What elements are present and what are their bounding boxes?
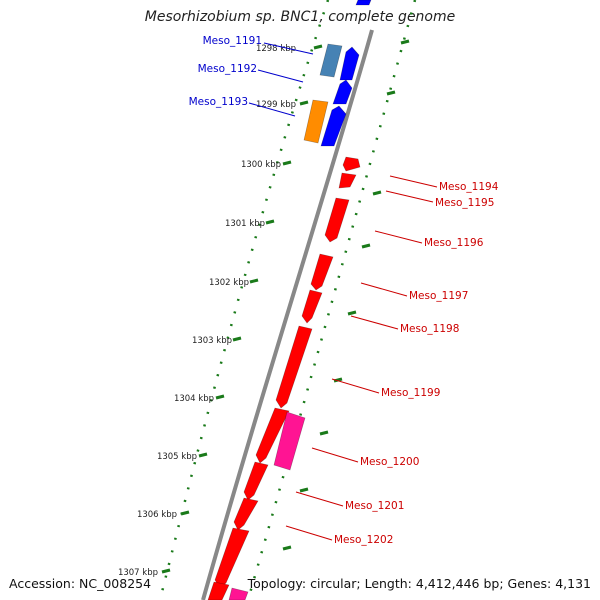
kbp-tick-label: 1301 kbp xyxy=(225,219,265,229)
outer-tick-mark xyxy=(299,487,309,493)
gene-label-leader xyxy=(331,378,380,394)
genome-backbone xyxy=(201,29,374,600)
kbp-tick-mark xyxy=(282,160,292,166)
gene-feature-magenta xyxy=(228,587,249,600)
gene-feature-reverse xyxy=(310,253,334,291)
gene-label-leader xyxy=(311,447,359,463)
gene-label-leader xyxy=(248,102,296,117)
kbp-tick-label: 1300 kbp xyxy=(241,160,281,170)
kbp-tick-mark xyxy=(313,44,323,50)
outer-tick-mark xyxy=(319,430,329,436)
kbp-tick-mark xyxy=(232,336,242,342)
gene-label-leader xyxy=(389,175,438,188)
outer-tick-mark xyxy=(372,190,382,196)
gene-feature-meso-1192 xyxy=(332,79,353,105)
gene-feature-meso-1191 xyxy=(339,46,360,81)
gene-label-meso-1192: Meso_1192 xyxy=(198,63,257,75)
gene-label-leader xyxy=(263,42,314,55)
gene-label-leader xyxy=(285,525,333,541)
gene-feature-reverse xyxy=(233,497,259,531)
gene-label-meso-1199: Meso_1199 xyxy=(381,387,440,399)
gene-label-meso-1196: Meso_1196 xyxy=(424,237,484,249)
kbp-tick-mark xyxy=(249,278,259,284)
gene-label-leader xyxy=(295,491,344,507)
kbp-tick-mark xyxy=(198,452,208,458)
gene-label-leader xyxy=(350,315,399,330)
kbp-tick-label: 1304 kbp xyxy=(174,394,214,404)
kbp-tick-label: 1303 kbp xyxy=(192,336,232,346)
genome-summary-text: Topology: circular; Length: 4,412,446 bp… xyxy=(247,576,591,591)
gene-feature-reverse xyxy=(342,156,361,172)
gene-feature-reverse xyxy=(301,289,323,324)
kbp-tick-mark xyxy=(215,394,225,400)
gene-feature-steelblue xyxy=(319,43,343,78)
gene-feature-orange xyxy=(303,99,329,144)
gene-label-leader xyxy=(360,282,408,297)
kbp-ticks: 1298 kbp 1299 kbp 1300 kbp 1301 kbp 1302 kbp… xyxy=(118,39,410,578)
kbp-tick-label: 1306 kbp xyxy=(137,510,177,520)
gene-label-meso-1194: Meso_1194 xyxy=(439,181,499,193)
gene-feature xyxy=(355,0,372,6)
gene-label-meso-1202: Meso_1202 xyxy=(334,534,393,546)
gene-label-meso-1191: Meso_1191 xyxy=(203,35,262,47)
kbp-tick-label: 1302 kbp xyxy=(209,278,249,288)
outer-tick-mark xyxy=(400,39,410,45)
kbp-tick-mark xyxy=(299,100,309,106)
gene-label-meso-1198: Meso_1198 xyxy=(400,323,459,335)
gene-feature-meso-1193 xyxy=(320,105,347,147)
gene-label-leader xyxy=(385,190,434,203)
outer-tick-mark xyxy=(347,310,357,316)
gene-feature-reverse xyxy=(338,172,357,189)
gene-feature-reverse xyxy=(243,461,269,501)
outer-tick-mark xyxy=(282,545,292,551)
gene-feature-reverse xyxy=(275,325,313,409)
outer-tick-mark xyxy=(333,377,343,383)
kbp-tick-label: 1298 kbp xyxy=(256,44,296,54)
kbp-tick-mark xyxy=(265,219,275,225)
gene-feature-reverse xyxy=(255,407,290,464)
outer-tick-mark xyxy=(386,90,396,96)
gene-labels: Meso_1191 Meso_1192 Meso_1193 Meso_1194 Meso… xyxy=(189,35,499,546)
accession-text: Accession: NC_008254 xyxy=(9,576,152,591)
gene-feature-magenta xyxy=(273,411,306,471)
gene-features xyxy=(207,0,372,600)
outer-tick-mark xyxy=(361,243,371,249)
gene-label-meso-1200: Meso_1200 xyxy=(360,456,419,468)
kbp-tick-label: 1305 kbp xyxy=(157,452,197,462)
gene-feature-reverse xyxy=(324,197,350,243)
gene-label-meso-1195: Meso_1195 xyxy=(435,197,494,209)
gene-label-meso-1193: Meso_1193 xyxy=(189,96,248,108)
map-title: Mesorhizobium sp. BNC1, complete genome xyxy=(144,9,456,25)
gene-label-meso-1197: Meso_1197 xyxy=(409,290,468,302)
gene-feature-reverse xyxy=(207,581,230,600)
kbp-tick-label: 1307 kbp xyxy=(118,568,158,578)
gene-label-leader xyxy=(374,230,423,244)
kbp-tick-mark xyxy=(161,568,171,574)
kbp-tick-label: 1299 kbp xyxy=(256,100,296,110)
gene-label-meso-1201: Meso_1201 xyxy=(345,500,404,512)
kbp-tick-mark xyxy=(180,510,190,516)
gene-label-leader xyxy=(257,69,304,83)
